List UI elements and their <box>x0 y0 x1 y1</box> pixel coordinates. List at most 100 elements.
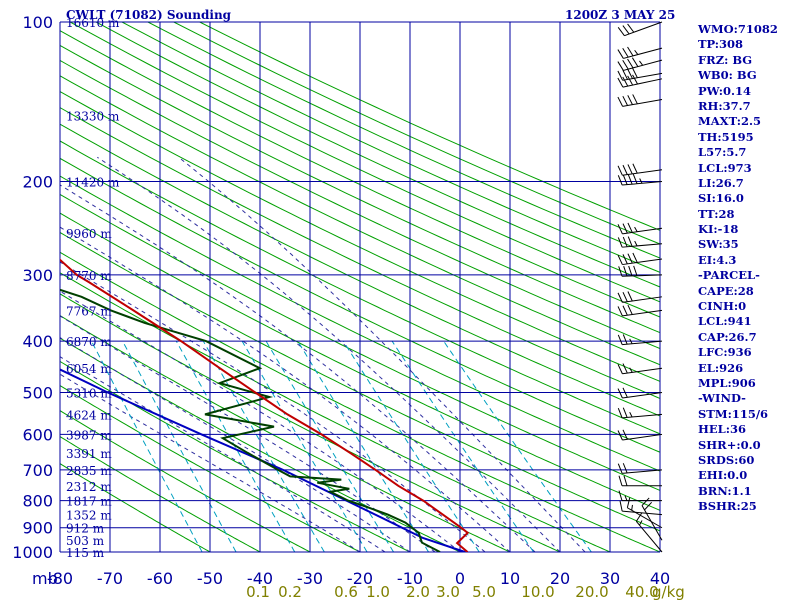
barb-feather <box>629 411 633 418</box>
index-item: LCL:973 <box>698 160 752 175</box>
height-label: 2835 m <box>66 464 112 478</box>
index-item: LI:26.7 <box>698 175 744 190</box>
index-item: L57:5.7 <box>698 145 747 160</box>
barb-shaft <box>622 309 663 317</box>
barb-feather <box>628 265 633 277</box>
mixing-ratio-label: 20.0 <box>575 583 608 600</box>
barb-feather <box>632 68 638 78</box>
index-item: MAXT:2.5 <box>698 114 761 129</box>
barb-feather <box>627 222 633 233</box>
dry-adiabat <box>60 436 261 552</box>
temperature-tick-label: 20 <box>550 569 570 588</box>
barb-shaft <box>622 98 663 107</box>
wind-barb <box>617 222 663 235</box>
height-label: 9960 m <box>66 227 112 241</box>
pressure-tick-label: 700 <box>22 461 53 480</box>
barb-feather <box>622 76 629 87</box>
height-label: 1817 m <box>66 495 112 509</box>
dry-adiabat <box>60 251 660 552</box>
barb-feather <box>622 334 628 345</box>
background-lines <box>60 22 660 552</box>
barb-feather <box>627 164 633 175</box>
barb-shaft <box>622 340 663 346</box>
barb-shaft <box>622 391 663 399</box>
barb-feather <box>617 430 623 441</box>
temperature-tick-label: 0 <box>455 569 465 588</box>
wind-barb <box>635 512 663 553</box>
barb-feather <box>641 497 650 506</box>
height-label: 115 m <box>66 546 105 560</box>
moist-adiabat <box>60 356 386 552</box>
temperature-tick-label: -30 <box>297 569 323 588</box>
dry-adiabat <box>60 360 411 552</box>
dry-adiabat <box>69 22 660 303</box>
barb-feather <box>634 240 638 247</box>
dry-adiabat <box>121 22 660 273</box>
height-label: 8770 m <box>66 269 112 283</box>
barb-shaft <box>623 47 663 59</box>
dry-adiabat <box>60 175 660 472</box>
wind-barb <box>618 475 662 487</box>
barb-feather <box>639 60 644 66</box>
barb-feather <box>626 497 631 508</box>
barb-feather <box>631 504 633 511</box>
height-label: 6870 m <box>66 335 112 349</box>
stability-indices-panel: WMO:71082 TP:308 FRZ: BG WB0: BG PW:0.14 RH:3… <box>698 22 798 515</box>
temperature-tick-label: -70 <box>97 569 123 588</box>
barb-feather <box>627 46 634 57</box>
index-item: WB0: BG <box>698 68 757 83</box>
temperature-tick-label: -50 <box>197 569 223 588</box>
pressure-tick-label: 900 <box>22 519 53 538</box>
barb-feather <box>627 174 633 185</box>
moist-adiabat <box>60 261 486 552</box>
pressure-tick-label: 1000 <box>12 543 53 562</box>
barb-feather <box>632 252 638 263</box>
barb-feather <box>623 475 628 486</box>
barb-feather <box>622 363 628 374</box>
wind-barb <box>618 490 662 502</box>
barb-feather <box>617 237 623 248</box>
mixing-ratio-label: 0.1 <box>246 583 270 600</box>
barb-feather <box>617 292 623 303</box>
barb-feather <box>622 236 628 247</box>
barb-feather <box>622 291 628 302</box>
index-item: SW:35 <box>698 237 739 252</box>
barb-feather <box>627 291 633 302</box>
mixing-ratio-line <box>443 340 592 552</box>
wind-barb <box>617 236 663 248</box>
index-item: CAP:26.7 <box>698 329 757 344</box>
barb-shaft <box>635 521 663 553</box>
barb-feather <box>632 173 638 184</box>
index-item: BRN:1.1 <box>698 483 752 498</box>
height-label: 1352 m <box>66 509 112 523</box>
barb-shaft <box>622 243 663 248</box>
mixing-ratio-label: 40.0 <box>625 583 658 600</box>
wind-barb <box>617 304 663 317</box>
mixing-ratio-unit: g/kg <box>652 583 685 600</box>
barb-feather <box>627 95 633 105</box>
wind-barb <box>617 463 663 474</box>
mixing-ratio-line <box>241 340 368 552</box>
barb-feather <box>644 501 653 511</box>
mixing-ratio-label: 5.0 <box>472 583 496 600</box>
height-label: 2312 m <box>66 480 112 494</box>
temperature-tick-label: -80 <box>47 569 73 588</box>
barb-shaft <box>622 296 663 303</box>
barb-feather <box>617 306 623 317</box>
dry-adiabat <box>173 22 660 245</box>
index-item: SI:16.0 <box>698 191 744 206</box>
height-label: 11420 m <box>66 176 120 190</box>
barb-feather <box>639 178 643 184</box>
barb-feather <box>622 164 628 175</box>
mixing-ratio-line <box>391 340 535 552</box>
height-label: 3987 m <box>66 428 112 442</box>
barb-feather <box>617 96 624 107</box>
dry-adiabat <box>147 22 660 259</box>
barb-feather <box>618 266 623 277</box>
moist-adiabat <box>60 226 511 552</box>
barb-feather <box>617 27 625 36</box>
temperature-tick-label: -40 <box>247 569 273 588</box>
pressure-tick-label: 300 <box>22 266 53 285</box>
height-label: 13330 m <box>66 109 120 123</box>
wind-barb <box>617 252 663 266</box>
